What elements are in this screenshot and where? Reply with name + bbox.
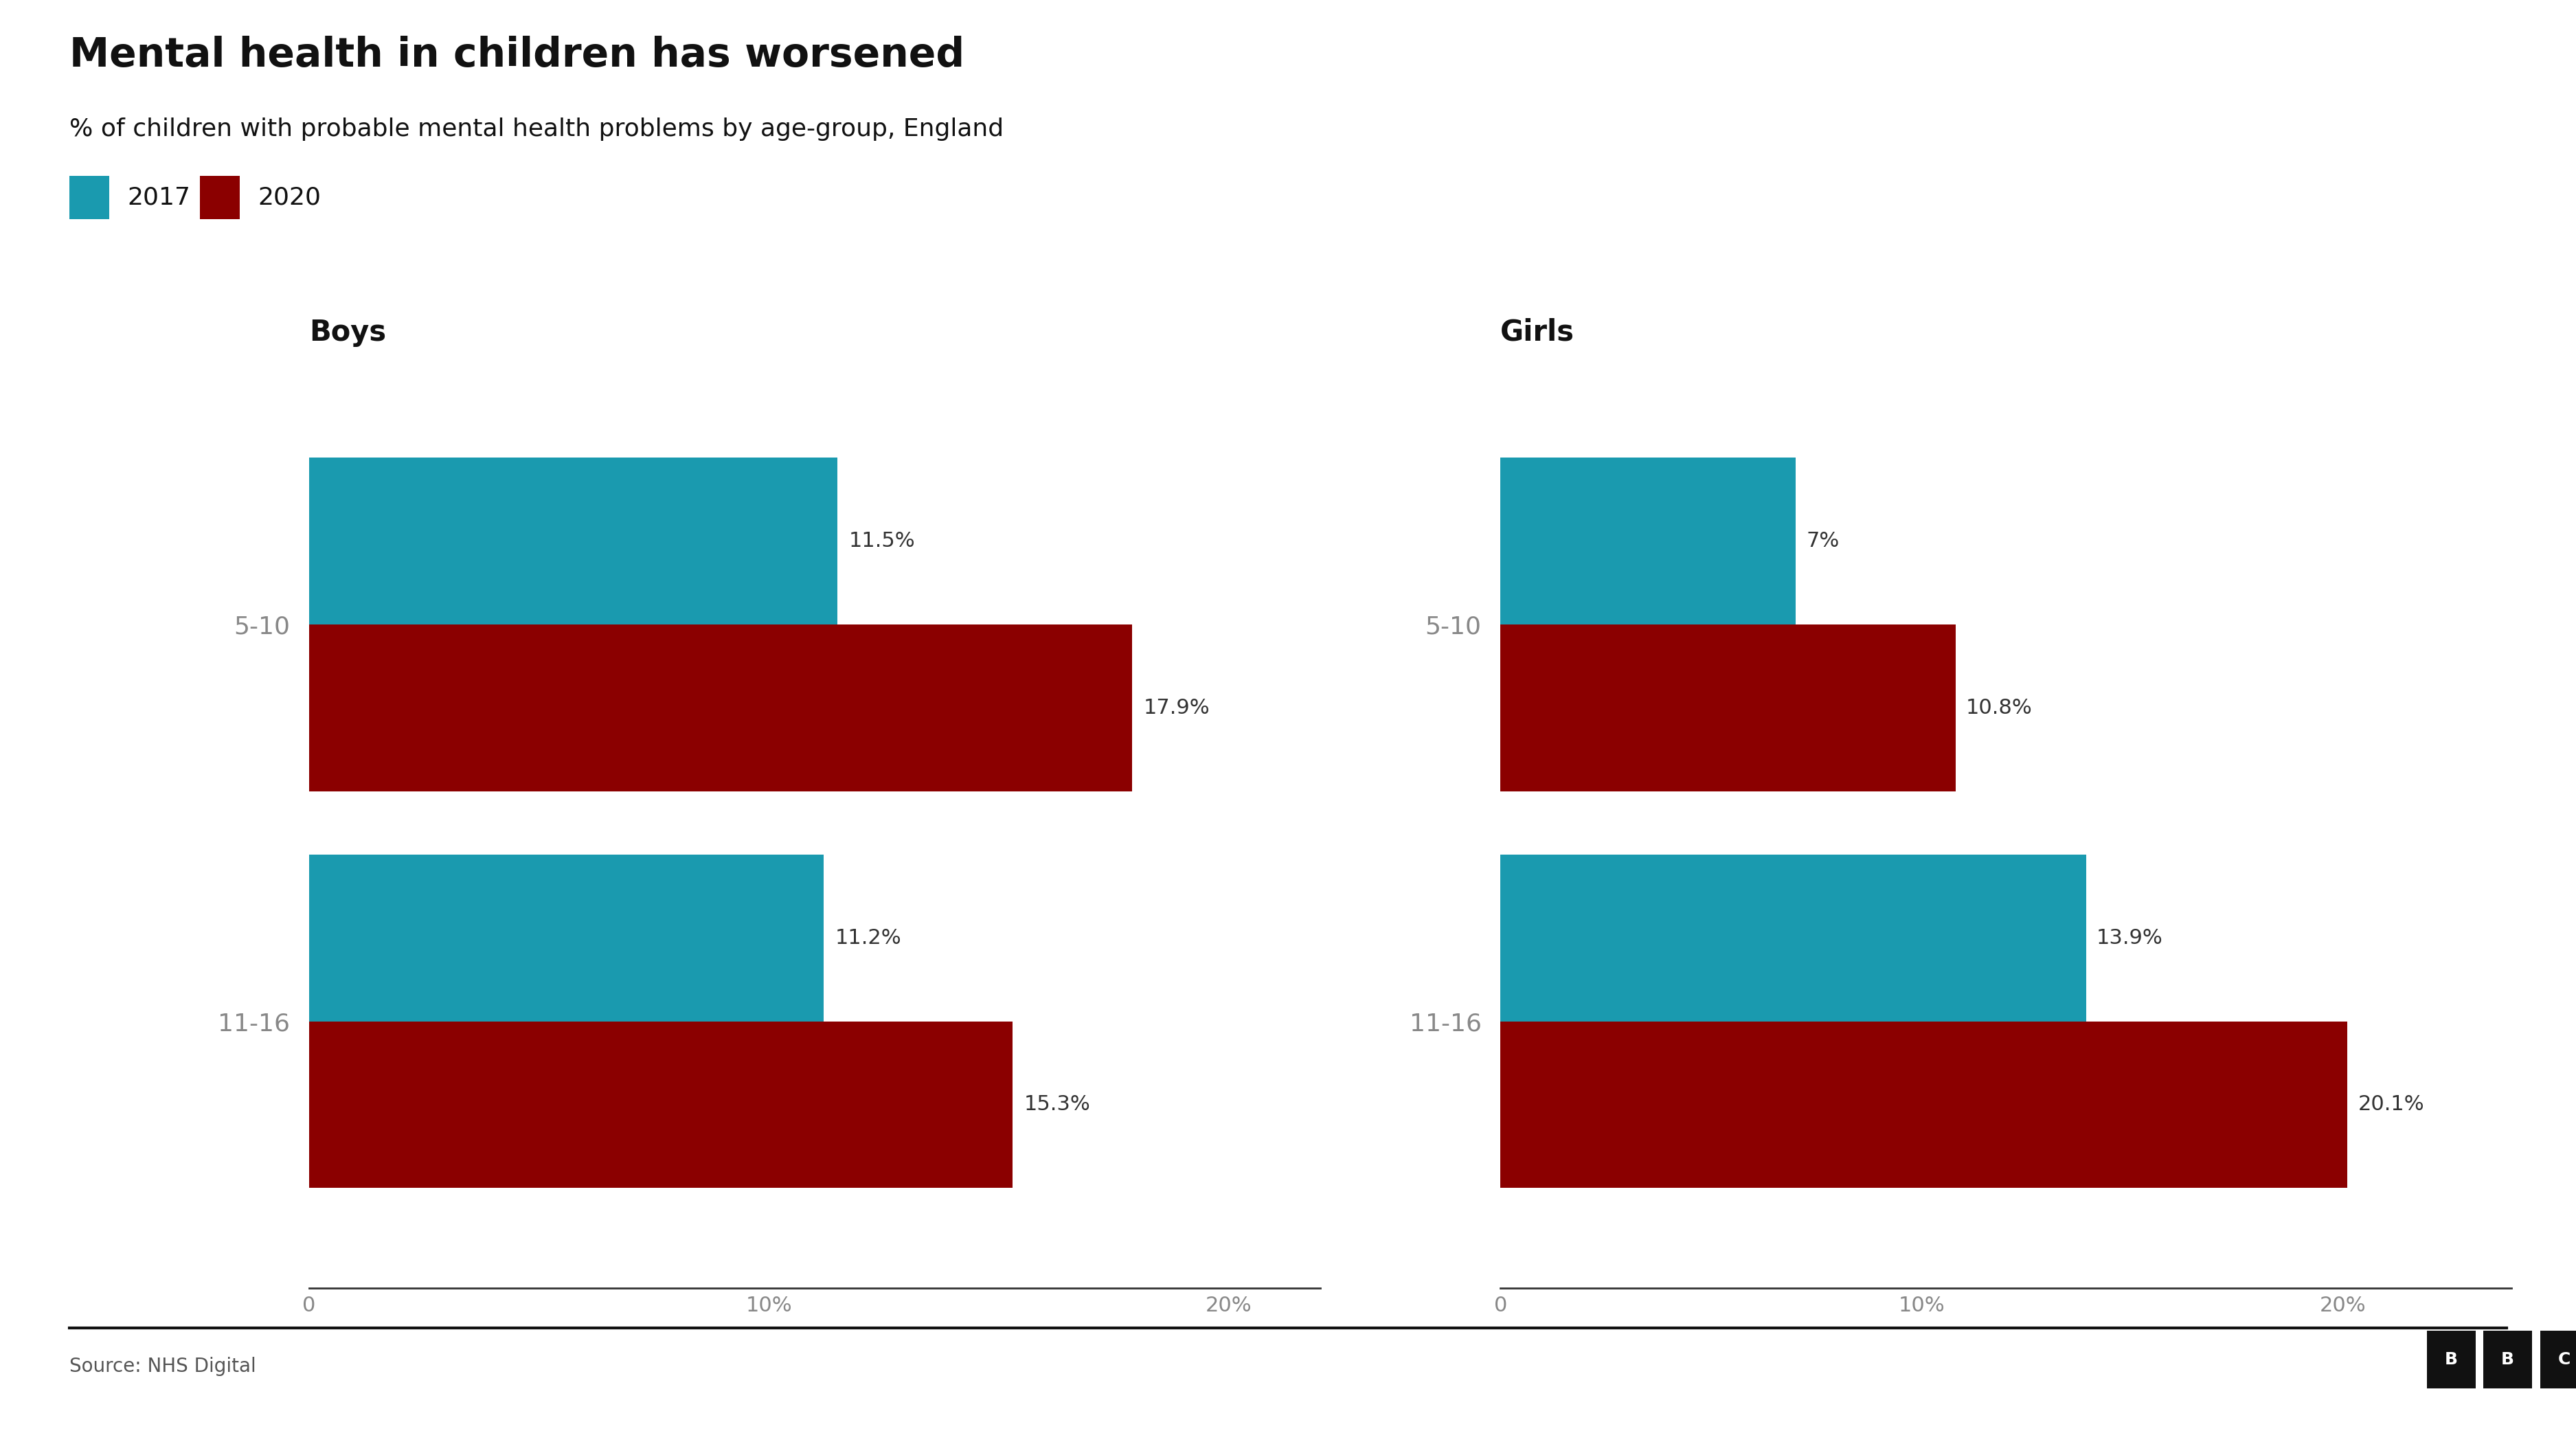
Text: 17.9%: 17.9% bbox=[1144, 698, 1211, 718]
Bar bbox=[1499, 854, 2087, 1022]
Bar bbox=[309, 458, 837, 624]
Text: Boys: Boys bbox=[309, 318, 386, 346]
Text: 2017: 2017 bbox=[126, 186, 191, 209]
Text: Source: NHS Digital: Source: NHS Digital bbox=[70, 1357, 255, 1377]
Text: 11.2%: 11.2% bbox=[835, 927, 902, 947]
Text: 15.3%: 15.3% bbox=[1023, 1095, 1090, 1115]
Text: B: B bbox=[2445, 1351, 2458, 1368]
Bar bbox=[309, 1022, 1012, 1188]
Text: 20.1%: 20.1% bbox=[2357, 1095, 2424, 1115]
Text: B: B bbox=[2501, 1351, 2514, 1368]
Text: 11.5%: 11.5% bbox=[850, 531, 914, 551]
Bar bbox=[1499, 458, 1795, 624]
Text: % of children with probable mental health problems by age-group, England: % of children with probable mental healt… bbox=[70, 117, 1005, 140]
Text: C: C bbox=[2558, 1351, 2571, 1368]
Bar bbox=[1499, 1022, 2347, 1188]
Text: 7%: 7% bbox=[1806, 531, 1839, 551]
Text: 2020: 2020 bbox=[258, 186, 322, 209]
Text: 10.8%: 10.8% bbox=[1965, 698, 2032, 718]
Text: 13.9%: 13.9% bbox=[2097, 927, 2164, 947]
Text: Girls: Girls bbox=[1499, 318, 1574, 346]
Bar bbox=[309, 624, 1131, 791]
Bar bbox=[309, 854, 824, 1022]
Text: Mental health in children has worsened: Mental health in children has worsened bbox=[70, 36, 963, 74]
Bar bbox=[1499, 624, 1955, 791]
